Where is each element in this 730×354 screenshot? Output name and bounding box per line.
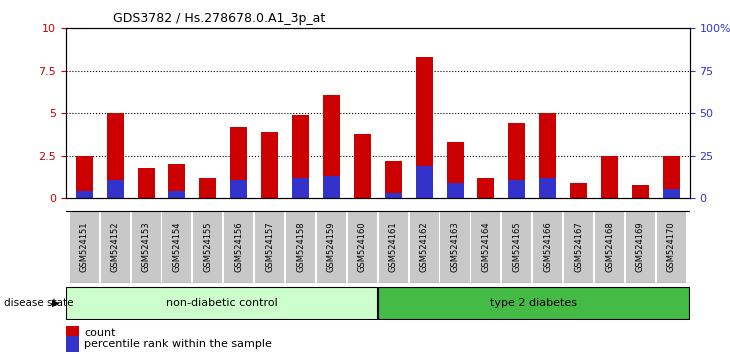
Text: GSM524156: GSM524156 [234,222,243,273]
FancyBboxPatch shape [595,211,624,283]
Bar [385,161,402,198]
Text: type 2 diabetes: type 2 diabetes [491,298,577,308]
Bar [76,190,93,198]
Text: GSM524166: GSM524166 [543,222,552,273]
Bar [76,156,93,198]
Bar [601,156,618,198]
Text: GSM524160: GSM524160 [358,222,367,273]
Text: GSM524170: GSM524170 [666,222,676,273]
Bar [447,142,464,198]
FancyBboxPatch shape [657,211,685,283]
FancyBboxPatch shape [162,211,191,283]
FancyBboxPatch shape [66,287,377,319]
Text: GSM524157: GSM524157 [265,222,274,273]
Bar [539,113,556,198]
Bar [199,178,216,198]
FancyBboxPatch shape [255,211,284,283]
Bar [292,115,309,198]
Text: GSM524165: GSM524165 [512,222,521,273]
FancyBboxPatch shape [317,211,346,283]
FancyBboxPatch shape [378,287,689,319]
FancyBboxPatch shape [533,211,562,283]
Text: GSM524154: GSM524154 [172,222,182,272]
Text: GSM524152: GSM524152 [111,222,120,272]
Text: GSM524162: GSM524162 [420,222,429,273]
Text: GSM524158: GSM524158 [296,222,305,273]
Bar [261,132,278,198]
Bar [508,179,526,198]
Bar [385,193,402,198]
Text: GSM524168: GSM524168 [605,222,614,273]
Text: GSM524163: GSM524163 [450,222,459,273]
Text: disease state: disease state [4,298,73,308]
FancyBboxPatch shape [286,211,315,283]
Bar [169,192,185,198]
Bar [632,185,649,198]
FancyBboxPatch shape [626,211,655,283]
Text: GDS3782 / Hs.278678.0.A1_3p_at: GDS3782 / Hs.278678.0.A1_3p_at [113,12,325,25]
Bar [292,178,309,198]
Text: count: count [84,329,115,338]
Text: GSM524161: GSM524161 [388,222,398,273]
FancyBboxPatch shape [70,211,99,283]
Bar [354,134,371,198]
Text: GSM524153: GSM524153 [142,222,150,273]
Text: GSM524159: GSM524159 [327,222,336,272]
FancyBboxPatch shape [410,211,439,283]
Bar [169,164,185,198]
Bar [107,113,123,198]
Text: GSM524155: GSM524155 [204,222,212,272]
Bar [137,168,155,198]
Text: GSM524167: GSM524167 [574,222,583,273]
Bar [415,57,433,198]
Text: GSM524164: GSM524164 [481,222,491,273]
Bar [230,127,247,198]
Bar [570,183,587,198]
Text: ▶: ▶ [53,298,60,308]
FancyBboxPatch shape [101,211,130,283]
Bar [107,179,123,198]
Bar [539,178,556,198]
FancyBboxPatch shape [193,211,223,283]
Bar [323,95,340,198]
FancyBboxPatch shape [379,211,408,283]
FancyBboxPatch shape [224,211,253,283]
Text: non-diabetic control: non-diabetic control [166,298,277,308]
Bar [663,189,680,198]
Bar [447,183,464,198]
Bar [230,179,247,198]
FancyBboxPatch shape [440,211,469,283]
Text: percentile rank within the sample: percentile rank within the sample [84,339,272,349]
FancyBboxPatch shape [131,211,161,283]
Bar [323,176,340,198]
FancyBboxPatch shape [564,211,593,283]
FancyBboxPatch shape [347,211,377,283]
FancyBboxPatch shape [472,211,501,283]
Bar [663,156,680,198]
FancyBboxPatch shape [502,211,531,283]
Text: GSM524169: GSM524169 [636,222,645,273]
Bar [508,124,526,198]
Bar [415,166,433,198]
Text: GSM524151: GSM524151 [80,222,89,272]
Bar [477,178,494,198]
